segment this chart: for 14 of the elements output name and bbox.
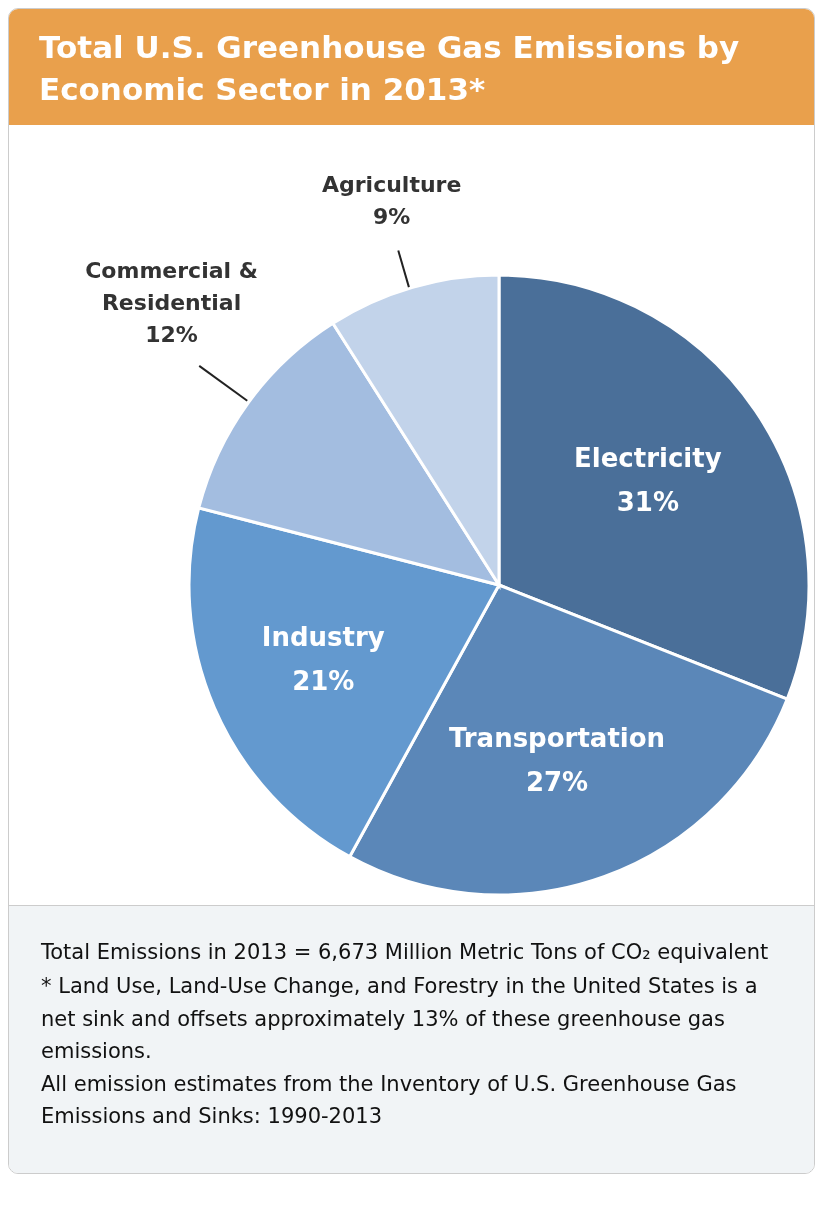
slice-label: Transportation xyxy=(448,722,666,753)
slice-label: Electricity xyxy=(574,443,722,474)
chart-title: Total U.S. Greenhouse Gas Emissions by Economic Sector in 2013* xyxy=(39,29,740,107)
data-label: 9% xyxy=(373,203,411,229)
slice-label: Agriculture xyxy=(322,171,462,197)
data-label: 12% xyxy=(145,321,198,347)
data-label: 31% xyxy=(616,487,679,518)
slice-label: Industry xyxy=(261,621,385,652)
data-label: 27% xyxy=(525,766,589,797)
text: * Land Use, Land-Use Change, and Forestry in the United States is a net sink and offsets approximately 13% of these greenhouse gas emissions. xyxy=(41,974,758,1064)
text: Total Emissions in 2013 = 6,673 Million Metric Tons of CO₂ equivalent xyxy=(41,939,769,964)
slice-label: Commercial & Residential xyxy=(85,257,258,315)
data-label: 21% xyxy=(292,665,355,696)
text: All emission estimates from the Inventory of U.S. Greenhouse Gas Emissions and Sinks: 1990-2013 xyxy=(41,1071,737,1129)
